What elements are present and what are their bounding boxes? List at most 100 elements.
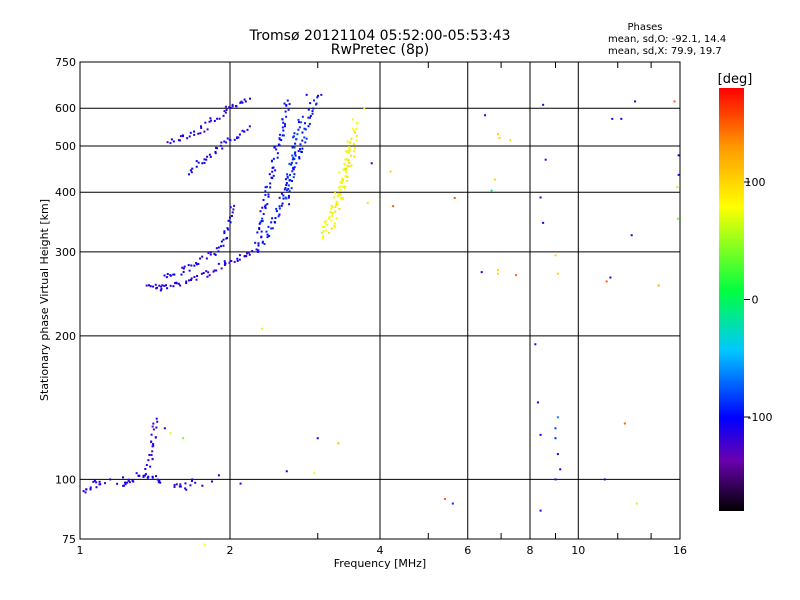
y-tick-label: 200 xyxy=(55,330,76,343)
data-point xyxy=(287,184,290,187)
data-point xyxy=(195,165,198,168)
data-point xyxy=(285,115,288,118)
data-point xyxy=(127,479,130,482)
data-point xyxy=(116,482,119,485)
data-point xyxy=(605,280,608,283)
data-point xyxy=(216,117,219,120)
data-point xyxy=(300,121,303,124)
data-point xyxy=(277,215,280,218)
data-point xyxy=(150,433,153,436)
data-point xyxy=(226,137,229,140)
data-point xyxy=(322,237,325,240)
data-point xyxy=(215,146,218,149)
data-point xyxy=(228,138,231,141)
data-point xyxy=(179,284,182,287)
data-point xyxy=(344,185,347,188)
data-point xyxy=(293,152,296,155)
data-point xyxy=(348,148,351,151)
data-point xyxy=(281,126,284,129)
y-tick-label: 100 xyxy=(55,473,76,486)
data-point xyxy=(199,257,202,260)
data-point xyxy=(278,205,281,208)
data-point xyxy=(239,101,242,104)
data-point xyxy=(309,116,312,119)
data-point xyxy=(194,481,197,484)
data-point xyxy=(278,207,281,210)
data-point xyxy=(303,127,306,130)
data-point xyxy=(272,166,275,169)
data-point xyxy=(293,132,296,135)
data-point xyxy=(341,198,344,201)
data-point xyxy=(258,227,261,230)
data-point xyxy=(246,252,249,255)
data-point xyxy=(288,162,291,165)
data-point xyxy=(233,204,236,207)
plot-grid xyxy=(80,62,680,539)
data-point xyxy=(288,203,291,206)
data-point xyxy=(285,184,288,187)
data-point xyxy=(193,133,196,136)
data-point xyxy=(220,141,223,144)
data-point xyxy=(231,103,234,106)
data-point xyxy=(275,207,278,210)
data-point xyxy=(126,481,129,484)
data-point xyxy=(249,97,252,100)
data-point xyxy=(254,241,257,244)
data-point xyxy=(195,160,198,163)
data-point xyxy=(215,269,218,272)
data-point xyxy=(280,192,283,195)
data-point xyxy=(351,118,354,121)
data-point xyxy=(353,155,356,158)
data-point xyxy=(293,173,296,176)
data-point xyxy=(336,200,339,203)
data-point xyxy=(331,212,334,215)
data-point xyxy=(315,102,318,105)
data-point xyxy=(323,221,326,224)
data-point xyxy=(307,125,310,128)
data-point xyxy=(225,141,228,144)
data-point xyxy=(355,127,358,130)
data-point xyxy=(299,143,302,146)
data-point xyxy=(173,483,176,486)
data-point xyxy=(188,279,191,282)
data-point xyxy=(337,442,340,445)
data-point xyxy=(291,146,294,149)
data-point xyxy=(311,110,314,113)
data-point xyxy=(291,154,294,157)
data-point xyxy=(179,485,182,488)
data-point xyxy=(283,123,286,126)
stats-line-o: mean, sd,O: -92.1, 14.4 xyxy=(608,34,726,45)
data-point xyxy=(271,170,274,173)
colorbar-tick-label: -100 xyxy=(748,411,773,424)
y-axis-label: Stationary phase Virtual Height [km] xyxy=(38,199,51,401)
data-point xyxy=(336,195,339,198)
data-point xyxy=(124,483,127,486)
data-point xyxy=(282,134,285,137)
data-point xyxy=(190,479,193,482)
data-point xyxy=(82,490,85,493)
y-axis: 75 100 200 300 400 500 600 750 xyxy=(55,56,76,546)
data-point xyxy=(320,232,323,235)
data-point xyxy=(217,246,220,249)
data-point xyxy=(154,436,157,439)
data-point xyxy=(634,100,637,103)
data-point xyxy=(290,187,293,190)
data-point xyxy=(241,129,244,132)
data-point xyxy=(147,475,150,478)
data-point xyxy=(345,158,348,161)
data-point xyxy=(542,221,545,224)
data-point xyxy=(155,475,158,478)
data-point xyxy=(266,233,269,236)
data-point xyxy=(268,234,271,237)
data-point xyxy=(292,168,295,171)
data-point xyxy=(259,221,262,224)
data-point xyxy=(620,117,623,120)
y-tick-label: 75 xyxy=(62,533,76,546)
data-point xyxy=(294,142,297,145)
data-point xyxy=(160,288,163,291)
data-point xyxy=(104,482,107,485)
data-point xyxy=(353,150,356,153)
data-point xyxy=(143,474,146,477)
data-point xyxy=(209,253,212,256)
data-point xyxy=(271,227,274,230)
